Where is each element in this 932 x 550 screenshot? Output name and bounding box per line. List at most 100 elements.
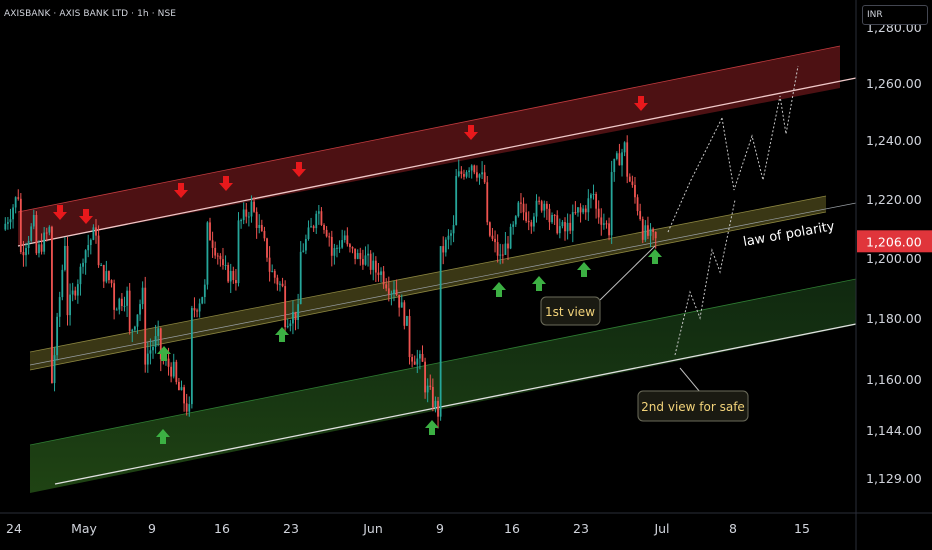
last-price-tag	[857, 230, 932, 253]
down-arrow-icon	[79, 209, 93, 224]
price-tick-label: 1,129.00	[866, 471, 922, 486]
candle-body	[478, 174, 481, 178]
candle-body	[582, 208, 585, 213]
chart-title: AXISBANK · AXIS BANK LTD · 1h · NSE	[4, 9, 177, 19]
candle-body	[634, 184, 636, 198]
candle-body	[556, 215, 559, 234]
candle-body	[465, 172, 468, 177]
candle-body	[310, 226, 312, 228]
candle-body	[247, 216, 250, 218]
time-tick-label: May	[71, 521, 97, 536]
candle-body	[551, 215, 553, 223]
candle-body	[32, 215, 35, 227]
candle-body	[108, 271, 110, 281]
candle-body	[242, 209, 245, 221]
candle-body	[27, 240, 30, 249]
up-arrow-icon	[425, 420, 439, 435]
candle-body	[136, 314, 139, 327]
candle-body	[172, 361, 175, 377]
candle-body	[481, 172, 483, 175]
candle-body	[260, 225, 263, 231]
candle-body	[548, 208, 551, 223]
candle-body	[286, 326, 289, 328]
candle-body	[315, 213, 318, 229]
candle-body	[53, 355, 56, 384]
candle-body	[488, 222, 491, 236]
candle-body	[237, 220, 240, 284]
candle-body	[82, 262, 84, 267]
candle-body	[483, 172, 486, 183]
candle-body	[628, 176, 631, 182]
candle-body	[644, 225, 647, 240]
candle-body	[452, 225, 455, 234]
candle-body	[196, 310, 198, 312]
candle-body	[569, 222, 572, 231]
candle-body	[149, 350, 152, 354]
candle-body	[198, 303, 201, 312]
candle-body	[413, 361, 416, 365]
time-tick-label: 9	[436, 521, 444, 536]
candle-body	[346, 235, 349, 245]
candle-body	[255, 211, 258, 228]
candle-body	[19, 198, 22, 253]
candle-body	[66, 245, 69, 316]
candle-body	[437, 400, 439, 417]
candle-body	[584, 208, 587, 213]
candle-body	[325, 229, 328, 237]
time-axis[interactable]: 24 May 9 16 23 Jun 9 16 23 Jul 8 15	[6, 521, 810, 536]
candle-body	[385, 284, 388, 289]
candle-body	[276, 277, 279, 285]
candle-body	[320, 211, 323, 225]
candle-body	[574, 212, 577, 214]
up-arrow-icon	[577, 262, 591, 277]
candle-body	[227, 264, 230, 282]
candle-body	[468, 170, 471, 173]
candle-body	[592, 194, 595, 196]
candle-body	[128, 290, 131, 332]
candle-body	[636, 197, 639, 212]
candle-body	[4, 223, 7, 230]
candle-body	[558, 226, 561, 234]
price-tick-label: 1,144.00	[866, 423, 922, 438]
candle-body	[333, 248, 336, 256]
candle-body	[211, 240, 214, 248]
candle-body	[201, 297, 204, 304]
candle-body	[608, 223, 610, 236]
candle-body	[380, 271, 382, 275]
currency-selector[interactable]: INR	[862, 5, 928, 25]
candle-body	[328, 236, 331, 238]
candle-body	[154, 336, 157, 347]
candle-body	[307, 227, 310, 239]
candle-body	[56, 316, 59, 356]
down-arrow-icon	[634, 96, 648, 111]
up-arrow-icon	[532, 276, 546, 291]
price-tick-label: 1,180.00	[866, 311, 922, 326]
candle-body	[115, 309, 118, 311]
candle-body	[486, 182, 489, 223]
candle-body	[183, 387, 186, 404]
candle-body	[494, 238, 496, 243]
candle-body	[566, 222, 569, 232]
candle-body	[323, 224, 325, 230]
lower-channel-top-line	[29, 278, 857, 446]
price-axis[interactable]: 1,129.00 1,144.00 1,160.00 1,180.00 1,200.00…	[857, 20, 932, 486]
candle-body	[123, 305, 126, 307]
candle-body	[84, 250, 87, 263]
candle-body	[302, 250, 305, 252]
polarity-line	[29, 202, 857, 366]
candle-body	[605, 223, 608, 225]
candle-body	[219, 255, 222, 260]
candle-body	[621, 152, 623, 166]
candle-body	[475, 172, 478, 178]
first-view-label: 1st view	[545, 305, 595, 319]
candle-body	[444, 239, 447, 253]
candle-body	[442, 246, 445, 253]
candle-body	[623, 142, 626, 153]
candle-body	[113, 283, 116, 310]
last-price-label: 1,206.00	[866, 234, 922, 249]
candle-body	[369, 253, 372, 270]
candle-body	[491, 235, 494, 239]
candle-body	[421, 353, 424, 362]
candle-body	[343, 235, 346, 241]
